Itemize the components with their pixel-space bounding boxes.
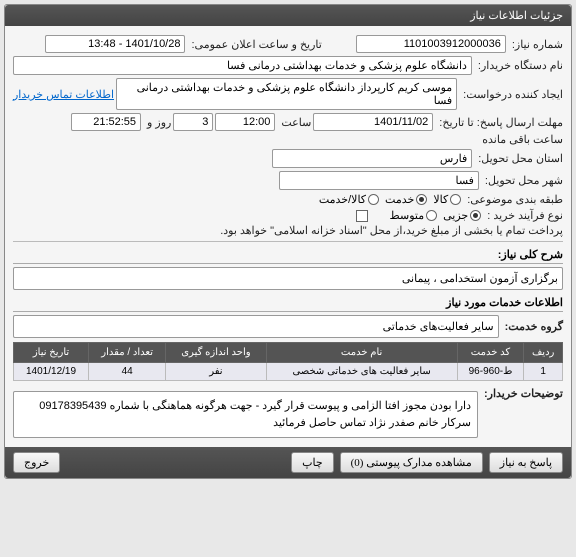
field-creator: موسی کریم کارپرداز دانشگاه علوم پزشکی و … — [116, 78, 457, 110]
reply-button[interactable]: پاسخ به نیاز — [489, 452, 563, 473]
attachments-button[interactable]: مشاهده مدارک پیوستی (0) — [340, 452, 483, 473]
radio-dot-partial — [470, 210, 481, 221]
radio-goods[interactable]: کالا — [433, 193, 461, 206]
radio-group-buy-type: جزیی متوسط — [390, 209, 482, 222]
radio-label-goods-service: کالا/خدمت — [319, 193, 366, 206]
row-city: شهر محل تحویل: فسا — [13, 171, 563, 190]
radio-dot-goods-service — [368, 194, 379, 205]
label-buyer-notes: توضیحات خریدار: — [484, 387, 563, 400]
label-buyer-org: نام دستگاه خریدار: — [478, 59, 563, 72]
radio-label-service: خدمت — [385, 193, 414, 206]
label-city: شهر محل تحویل: — [485, 174, 563, 187]
print-button[interactable]: چاپ — [291, 452, 334, 473]
panel-body: شماره نیاز: 1101003912000036 تاریخ و ساع… — [5, 26, 571, 447]
radio-partial[interactable]: جزیی — [443, 209, 481, 222]
th-0: ردیف — [524, 343, 563, 363]
link-contact-info[interactable]: اطلاعات تماس خریدار — [13, 88, 114, 101]
th-5: تاریخ نیاز — [14, 343, 89, 363]
label-and: روز و — [147, 116, 171, 129]
details-panel: جزئیات اطلاعات نیاز شماره نیاز: 11010039… — [4, 4, 572, 479]
table-header-row: ردیف کد خدمت نام خدمت واحد اندازه گیری ت… — [14, 343, 563, 363]
th-4: تعداد / مقدار — [89, 343, 166, 363]
td-5: 1401/12/19 — [14, 363, 89, 381]
field-req-no: 1101003912000036 — [356, 35, 506, 53]
radio-goods-service[interactable]: کالا/خدمت — [319, 193, 379, 206]
row-province: استان محل تحویل: فارس — [13, 149, 563, 168]
field-buyer-org: دانشگاه علوم پزشکی و خدمات بهداشتی درمان… — [13, 56, 472, 75]
field-province: فارس — [272, 149, 472, 168]
row-buyer-org: نام دستگاه خریدار: دانشگاه علوم پزشکی و … — [13, 56, 563, 75]
row-req-announce: شماره نیاز: 1101003912000036 تاریخ و ساع… — [13, 35, 563, 53]
services-table: ردیف کد خدمت نام خدمت واحد اندازه گیری ت… — [13, 342, 563, 381]
row-buy-type: نوع فرآیند خرید : جزیی متوسط پرداخت تمام… — [13, 209, 563, 237]
td-1: ط-960-96 — [457, 363, 524, 381]
footer-bar: پاسخ به نیاز مشاهده مدارک پیوستی (0) چاپ… — [5, 447, 571, 478]
radio-label-medium: متوسط — [390, 209, 425, 222]
exit-button[interactable]: خروج — [13, 452, 60, 473]
divider-1 — [13, 241, 563, 242]
td-0: 1 — [524, 363, 563, 381]
checkbox-treasury[interactable] — [356, 210, 368, 222]
radio-group-category: کالا خدمت کالا/خدمت — [319, 193, 461, 206]
label-announce: تاریخ و ساعت اعلان عمومی: — [191, 38, 321, 51]
td-4: 44 — [89, 363, 166, 381]
radio-label-partial: جزیی — [443, 209, 468, 222]
field-service-group: سایر فعالیت‌های خدماتی — [13, 315, 499, 338]
label-service-group: گروه خدمت: — [505, 320, 563, 333]
radio-medium[interactable]: متوسط — [390, 209, 438, 222]
field-req-desc: برگزاری آزمون استخدامی ، پیمانی — [13, 267, 563, 290]
label-province: استان محل تحویل: — [478, 152, 563, 165]
radio-dot-medium — [426, 210, 437, 221]
td-2: سایر فعالیت های خدماتی شخصی — [266, 363, 457, 381]
label-req-no: شماره نیاز: — [512, 38, 563, 51]
field-deadline-date: 1401/11/02 — [313, 113, 433, 131]
label-category: طبقه بندی موضوعی: — [467, 193, 563, 206]
row-deadline: مهلت ارسال پاسخ: تا تاریخ: 1401/11/02 سا… — [13, 113, 563, 146]
label-creator: ایجاد کننده درخواست: — [463, 88, 563, 101]
table-row[interactable]: 1 ط-960-96 سایر فعالیت های خدماتی شخصی ن… — [14, 363, 563, 381]
section-req-desc: شرح کلی نیاز: — [13, 248, 563, 264]
td-3: نفر — [166, 363, 266, 381]
radio-service[interactable]: خدمت — [385, 193, 427, 206]
th-1: کد خدمت — [457, 343, 524, 363]
th-2: نام خدمت — [266, 343, 457, 363]
radio-dot-service — [416, 194, 427, 205]
row-creator: ایجاد کننده درخواست: موسی کریم کارپرداز … — [13, 78, 563, 110]
section-services-info: اطلاعات خدمات مورد نیاز — [13, 296, 563, 312]
label-time1: ساعت — [281, 116, 311, 129]
field-buyer-notes: دارا بودن مجوز افتا الزامی و پیوست قرار … — [13, 391, 478, 438]
th-3: واحد اندازه گیری — [166, 343, 266, 363]
row-service-group: گروه خدمت: سایر فعالیت‌های خدماتی — [13, 315, 563, 338]
panel-title: جزئیات اطلاعات نیاز — [5, 5, 571, 26]
field-deadline-time: 12:00 — [215, 113, 275, 131]
row-buyer-notes: توضیحات خریدار: دارا بودن مجوز افتا الزا… — [13, 387, 563, 438]
label-buy-type: نوع فرآیند خرید : — [487, 209, 563, 222]
label-remaining: ساعت باقی مانده — [482, 133, 563, 146]
field-days-left: 3 — [173, 113, 213, 131]
field-announce: 1401/10/28 - 13:48 — [45, 35, 185, 53]
label-deadline: مهلت ارسال پاسخ: تا تاریخ: — [439, 116, 563, 129]
label-payment-note: پرداخت تمام یا بخشی از مبلغ خرید،از محل … — [220, 224, 563, 237]
field-city: فسا — [279, 171, 479, 190]
field-time-left: 21:52:55 — [71, 113, 141, 131]
row-category: طبقه بندی موضوعی: کالا خدمت کالا/خدمت — [13, 193, 563, 206]
radio-dot-goods — [450, 194, 461, 205]
radio-label-goods: کالا — [433, 193, 448, 206]
